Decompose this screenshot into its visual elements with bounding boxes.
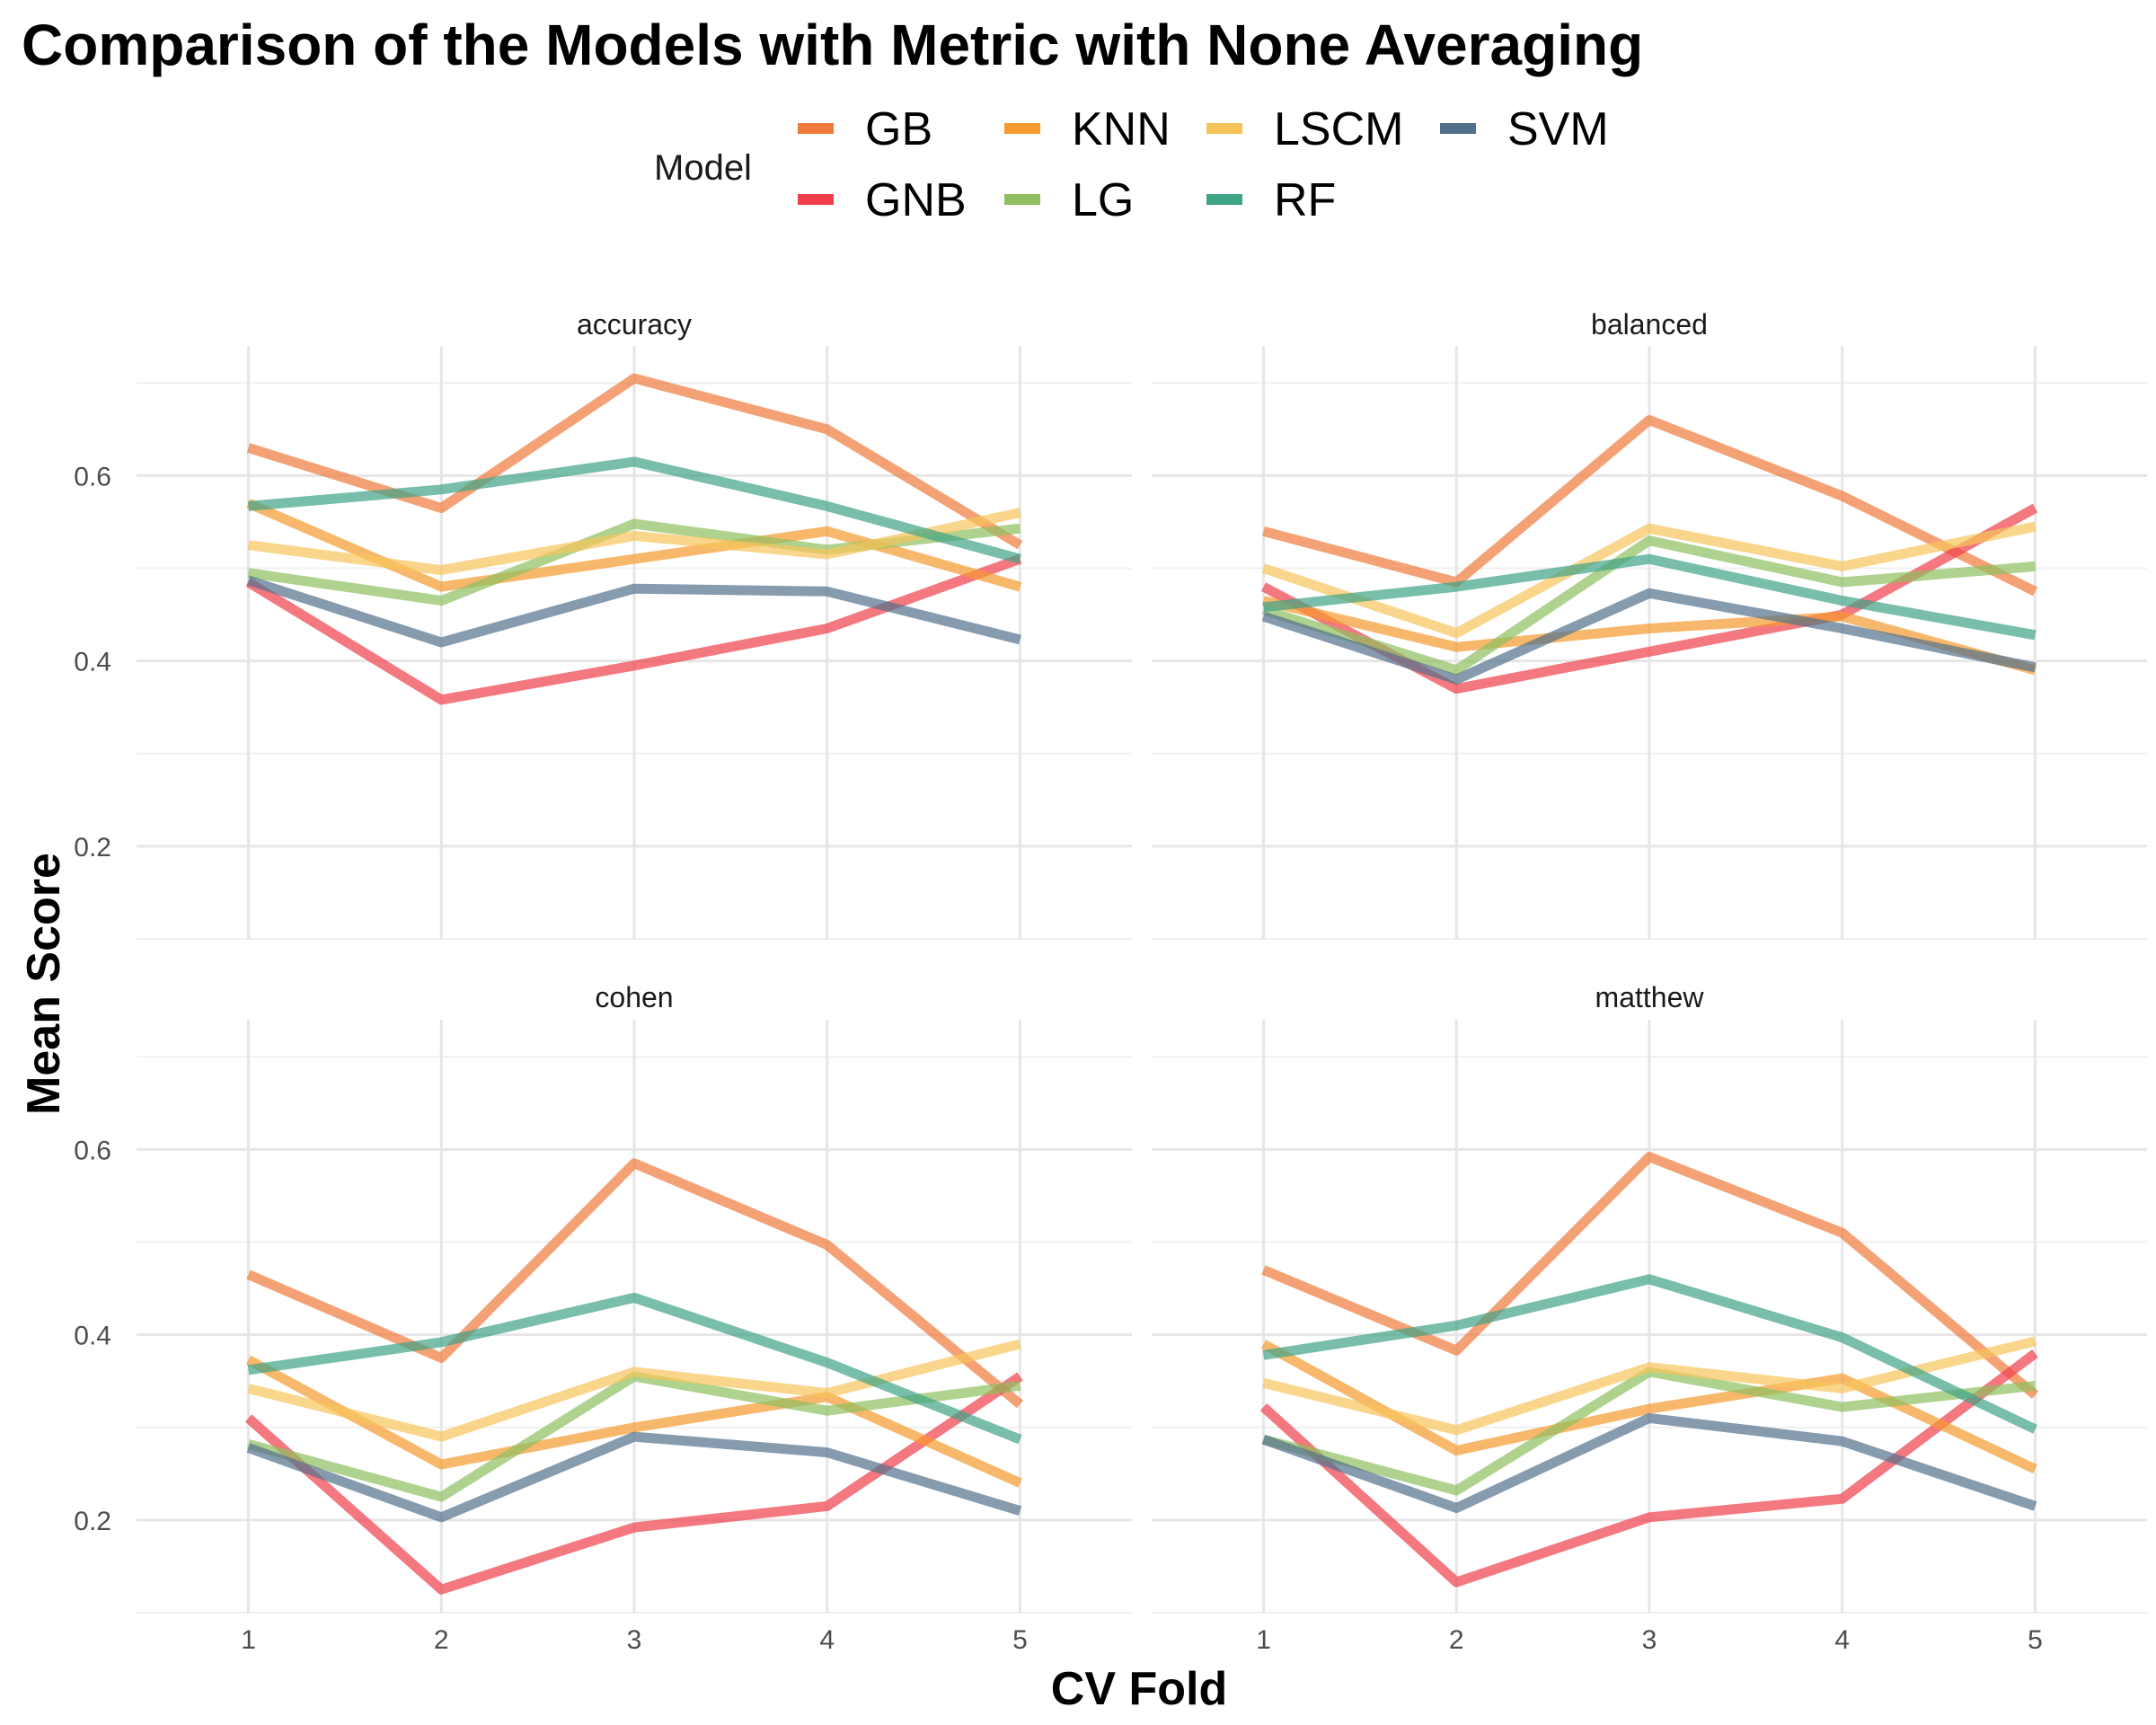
series-knn-balanced bbox=[1262, 596, 2037, 676]
panel-cohen: cohen 0.2 0.4 0.6 1 2 3 4 5 bbox=[74, 981, 1132, 1655]
series-gb-matthew bbox=[1261, 1152, 2039, 1399]
panel-title-cohen: cohen bbox=[595, 981, 673, 1013]
legend-label-rf: RF bbox=[1274, 174, 1336, 226]
legend-label-lg: LG bbox=[1072, 174, 1134, 226]
legend-label-gnb: GNB bbox=[865, 174, 967, 226]
x-tick-label: 3 bbox=[627, 1625, 642, 1655]
series-lg-balanced bbox=[1261, 535, 2036, 676]
series-gb-accuracy bbox=[246, 373, 1023, 550]
x-tick-label: 5 bbox=[2028, 1625, 2043, 1655]
y-tick-label: 0.6 bbox=[74, 1136, 111, 1165]
series-svm-matthew bbox=[1261, 1412, 2037, 1513]
legend-label-gb: GB bbox=[865, 103, 932, 155]
x-tick-label: 2 bbox=[434, 1625, 449, 1655]
series-gb-balanced bbox=[1262, 415, 2037, 597]
panel-balanced: balanced bbox=[1152, 308, 2147, 940]
y-tick-label: 0.2 bbox=[74, 833, 111, 862]
series-gb-cohen bbox=[246, 1158, 1024, 1409]
series-knn-cohen bbox=[245, 1355, 1022, 1488]
series-gnb-cohen bbox=[244, 1372, 1023, 1595]
legend-label-knn: KNN bbox=[1072, 103, 1171, 155]
panel-accuracy: accuracy 0.2 0.4 0.6 bbox=[74, 308, 1132, 940]
series-rf-matthew bbox=[1262, 1274, 2037, 1434]
legend: Model GB GNB KNN LG LSCM RF SVM bbox=[654, 103, 1609, 226]
panel-matthew: matthew 1 2 3 4 5 bbox=[1152, 981, 2147, 1655]
panel-title-balanced: balanced bbox=[1591, 308, 1708, 341]
panels: accuracy 0.2 0.4 0.6 balanced cohen 0.2 0.4 0.6 1… bbox=[74, 308, 2147, 1655]
legend-label-svm: SVM bbox=[1507, 103, 1609, 155]
series-lscm-balanced bbox=[1261, 521, 2037, 639]
x-tick-label: 3 bbox=[1642, 1625, 1657, 1655]
series-svm-balanced bbox=[1261, 588, 2037, 685]
x-tick-label: 4 bbox=[819, 1625, 835, 1655]
y-tick-label: 0.4 bbox=[74, 1322, 111, 1351]
y-tick-label: 0.2 bbox=[74, 1507, 111, 1536]
y-tick-label: 0.4 bbox=[74, 648, 111, 677]
series-rf-accuracy bbox=[248, 456, 1021, 564]
x-axis-title: CV Fold bbox=[1051, 1663, 1227, 1715]
chart-title: Comparison of the Models with Metric wit… bbox=[22, 13, 1643, 77]
series-rf-balanced bbox=[1262, 553, 2037, 641]
x-tick-label: 1 bbox=[1256, 1625, 1271, 1655]
series-svm-accuracy bbox=[246, 575, 1021, 648]
legend-title: Model bbox=[654, 148, 752, 188]
series-gnb-matthew bbox=[1259, 1349, 2038, 1588]
series-svm-cohen bbox=[246, 1431, 1022, 1523]
x-tick-label: 2 bbox=[1449, 1625, 1464, 1655]
panel-title-accuracy: accuracy bbox=[577, 308, 692, 341]
legend-label-lscm: LSCM bbox=[1274, 103, 1403, 155]
x-tick-label: 4 bbox=[1834, 1625, 1850, 1655]
y-tick-label: 0.6 bbox=[74, 462, 111, 491]
y-axis-title: Mean Score bbox=[18, 853, 70, 1115]
x-tick-label: 5 bbox=[1012, 1625, 1028, 1655]
series-lscm-accuracy bbox=[247, 508, 1021, 576]
series-rf-cohen bbox=[247, 1292, 1022, 1445]
panel-title-matthew: matthew bbox=[1595, 981, 1705, 1013]
x-tick-label: 1 bbox=[241, 1625, 256, 1655]
series-lscm-cohen bbox=[247, 1339, 1021, 1442]
